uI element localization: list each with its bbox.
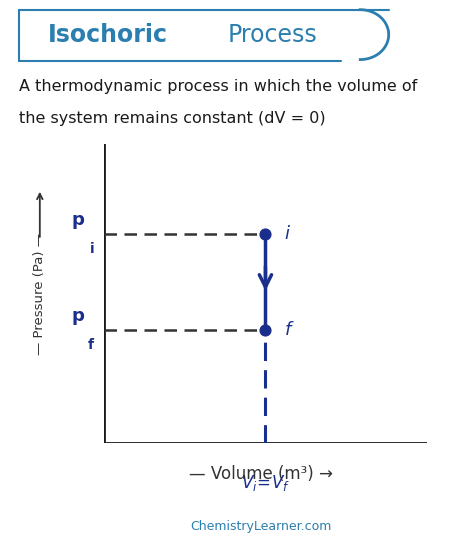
Text: ChemistryLearner.com: ChemistryLearner.com: [190, 520, 331, 533]
Text: $\mathbf{i}$: $\mathbf{i}$: [89, 241, 94, 257]
Text: Isochoric: Isochoric: [47, 23, 167, 47]
Text: Process: Process: [228, 23, 317, 47]
Text: $V_i\!=\!V_f$: $V_i\!=\!V_f$: [241, 473, 290, 493]
Text: — Volume (m³) →: — Volume (m³) →: [189, 465, 333, 483]
Text: f: f: [285, 321, 291, 338]
Text: A thermodynamic process in which the volume of: A thermodynamic process in which the vol…: [19, 79, 417, 94]
Text: the system remains constant (dV = 0): the system remains constant (dV = 0): [19, 111, 326, 126]
Text: $\mathbf{p}$: $\mathbf{p}$: [72, 213, 85, 231]
Point: [262, 229, 269, 238]
Point: [262, 325, 269, 334]
Text: $\mathbf{p}$: $\mathbf{p}$: [72, 309, 85, 326]
Text: i: i: [285, 225, 290, 243]
Text: $\mathbf{f}$: $\mathbf{f}$: [87, 337, 95, 352]
Text: — Pressure (Pa) —: — Pressure (Pa) —: [33, 233, 46, 355]
